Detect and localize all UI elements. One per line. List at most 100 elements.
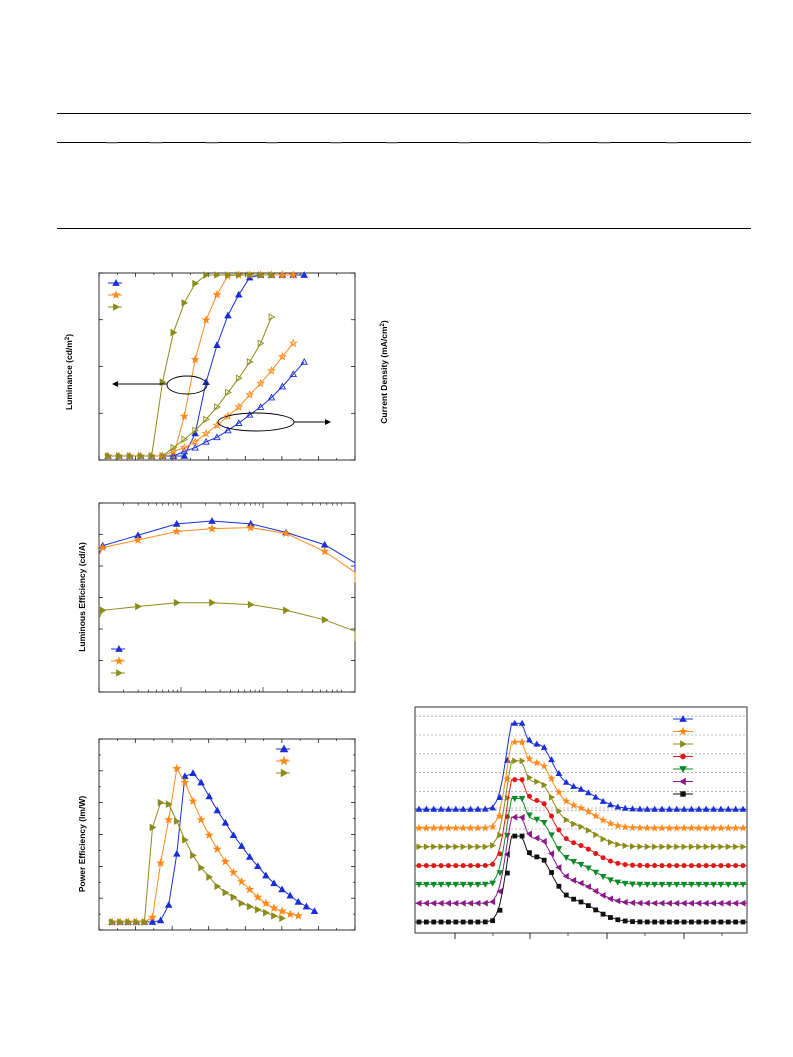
luminance-point <box>201 315 211 324</box>
power-point <box>213 806 222 814</box>
spectrum-point <box>695 805 703 812</box>
luminance-point <box>126 452 134 460</box>
luminance-point <box>105 452 112 460</box>
current-density-point <box>168 446 178 456</box>
spectrum-point <box>459 881 467 888</box>
power-point <box>156 858 166 867</box>
luminance-axis-ellipse <box>166 375 208 395</box>
spectrum-point <box>495 811 505 820</box>
spectrum-point <box>437 899 444 907</box>
spectrum-point <box>422 823 431 832</box>
luminance-point <box>180 452 189 459</box>
spectrum-point <box>563 892 569 898</box>
efficiency-point <box>246 519 255 527</box>
power-point <box>220 856 230 866</box>
spectrum-point <box>607 801 614 808</box>
spectrum-point <box>608 915 613 920</box>
spectrum-point <box>451 823 460 832</box>
luminance-point <box>246 271 254 279</box>
spectrum-point <box>681 863 687 869</box>
spectrum-point <box>724 881 732 888</box>
current-density-point <box>225 388 232 397</box>
spectrum-point <box>429 823 438 832</box>
spectrum-point <box>703 863 709 869</box>
luminance-point <box>289 271 298 278</box>
luminance-point <box>104 452 112 459</box>
legend-marker <box>679 777 686 786</box>
power-point <box>141 918 149 926</box>
spectrum-point <box>474 899 481 907</box>
power-series-line <box>112 772 315 923</box>
spectrum-point <box>740 919 746 925</box>
spectrum-point <box>548 832 555 839</box>
spectrum-point <box>452 881 460 888</box>
luminance-point <box>190 354 200 364</box>
spectrum-point <box>490 861 496 867</box>
spectrum-point <box>422 805 430 812</box>
current-density-arrow-head <box>325 419 331 425</box>
efficiency-point <box>207 523 217 533</box>
spectrum-point <box>438 843 445 851</box>
luminance-point <box>300 271 308 278</box>
current-density-point <box>300 358 308 365</box>
spectrum-point <box>576 803 586 812</box>
spectrum-point <box>673 881 681 888</box>
power-point <box>294 897 303 905</box>
spectrum-point <box>637 862 643 868</box>
spectrum-point <box>689 919 694 925</box>
spec-axis-ticks <box>454 933 723 939</box>
power-point <box>190 851 197 860</box>
spectrum-point <box>468 919 473 925</box>
spectrum-point <box>504 794 511 802</box>
spectrum-point <box>496 888 503 895</box>
spectrum-point <box>739 881 747 888</box>
efficiency-point <box>283 606 290 615</box>
power-point <box>181 772 189 780</box>
power-point <box>270 879 278 887</box>
spectrum-point <box>430 899 437 907</box>
efficiency-point <box>208 517 216 524</box>
current-density-point <box>235 419 243 426</box>
spectrum-point <box>585 846 591 852</box>
spectrum-point <box>584 807 593 816</box>
spectrum-point <box>644 863 650 869</box>
spectrum-point <box>702 823 711 832</box>
legend-marker <box>116 669 123 677</box>
luminance-point <box>148 452 156 460</box>
spectrum-point <box>504 870 510 876</box>
power-point <box>206 873 214 881</box>
spectrum-point <box>555 864 562 871</box>
spectrum-point <box>613 821 622 830</box>
efficiency-series-line <box>98 520 356 573</box>
spectrum-point <box>643 805 651 812</box>
power-point <box>229 831 238 839</box>
spectrum-point <box>474 805 482 812</box>
power-point <box>172 763 182 773</box>
spectrum-point <box>415 881 423 888</box>
spectrum-point <box>496 870 504 877</box>
luminance-point <box>212 289 222 299</box>
luminance-series-line <box>108 274 294 457</box>
spectrum-point <box>615 841 622 848</box>
spectrum-point <box>555 769 563 776</box>
luminance-point <box>115 452 123 459</box>
luminance-series-line <box>108 274 305 457</box>
spectrum-point <box>549 870 554 875</box>
spectrum-line <box>415 760 747 848</box>
spectrum-point <box>709 823 718 832</box>
power-point <box>173 817 181 826</box>
luminance-point <box>137 452 145 460</box>
power-point <box>107 917 117 926</box>
power-point <box>125 918 133 926</box>
spectrum-point <box>621 898 628 906</box>
spectrum-point <box>584 865 592 872</box>
spec-baseline-gridlines <box>415 715 747 830</box>
power-point <box>254 905 262 914</box>
current-density-series-line <box>162 316 272 457</box>
power-point <box>108 918 116 925</box>
spectrum-point <box>622 842 629 850</box>
efficiency-point <box>209 598 216 607</box>
spectrum-point <box>416 919 422 925</box>
